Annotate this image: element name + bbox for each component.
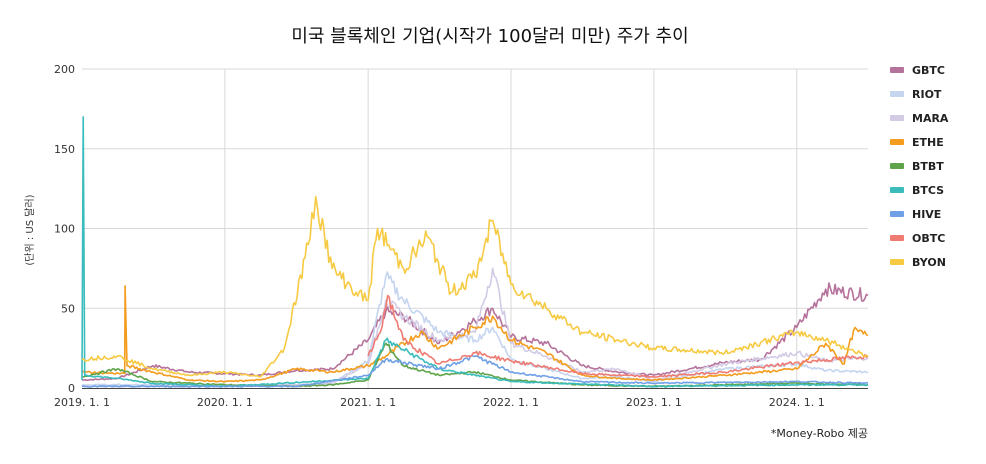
legend-label-mara: MARA — [912, 112, 949, 125]
legend-swatch-gbtc — [890, 67, 904, 73]
chart-title: 미국 블록체인 기업(시작가 100달러 미만) 주가 추이 — [291, 26, 688, 47]
legend-label-riot: RIOT — [912, 88, 942, 101]
legend-label-gbtc: GBTC — [912, 64, 945, 77]
legend-swatch-ethe — [890, 139, 904, 145]
y-axis-label: (단위 : US 달러) — [23, 194, 36, 265]
source-note: *Money-Robo 제공 — [771, 427, 868, 440]
y-tick-label: 0 — [68, 382, 75, 395]
legend-swatch-obtc — [890, 235, 904, 241]
x-tick-label: 2020. 1. 1 — [197, 396, 253, 409]
series-line-byon — [81, 195, 869, 378]
legend-label-ethe: ETHE — [912, 136, 944, 149]
legend-label-hive: HIVE — [912, 208, 941, 221]
y-tick-label: 150 — [54, 143, 75, 156]
y-tick-label: 50 — [61, 302, 75, 315]
legend-swatch-riot — [890, 91, 904, 97]
x-tick-label: 2023. 1. 1 — [626, 396, 682, 409]
legend-swatch-mara — [890, 115, 904, 121]
series-line-hive — [81, 354, 869, 388]
x-tick-label: 2022. 1. 1 — [483, 396, 539, 409]
legend-swatch-btcs — [890, 187, 904, 193]
series-line-btbt — [81, 342, 869, 388]
x-tick-label: 2019. 1. 1 — [54, 396, 110, 409]
y-tick-labels: 0 50 100 150 200 — [54, 63, 75, 395]
legend-label-btbt: BTBT — [912, 160, 944, 173]
x-tick-label: 2021. 1. 1 — [340, 396, 396, 409]
y-tick-label: 100 — [54, 223, 75, 236]
grid — [82, 68, 868, 388]
series-line-ethe — [81, 285, 869, 383]
legend-swatch-byon — [890, 259, 904, 265]
legend-label-btcs: BTCS — [912, 184, 944, 197]
legend: GBTC RIOT MARA ETHE BTBT BTCS HIVE OBTC BYON — [890, 64, 949, 269]
legend-label-obtc: OBTC — [912, 232, 945, 245]
x-axis-line — [82, 388, 868, 389]
legend-label-byon: BYON — [912, 256, 946, 269]
series-line-obtc — [367, 294, 869, 378]
legend-swatch-btbt — [890, 163, 904, 169]
y-tick-label: 200 — [54, 63, 75, 76]
series-line-btcs — [81, 116, 869, 388]
legend-swatch-hive — [890, 211, 904, 217]
plot-area — [81, 116, 869, 388]
x-tick-label: 2024. 1. 1 — [769, 396, 825, 409]
x-tick-labels: 2019. 1. 1 2020. 1. 1 2021. 1. 1 2022. 1. 1… — [54, 396, 825, 409]
